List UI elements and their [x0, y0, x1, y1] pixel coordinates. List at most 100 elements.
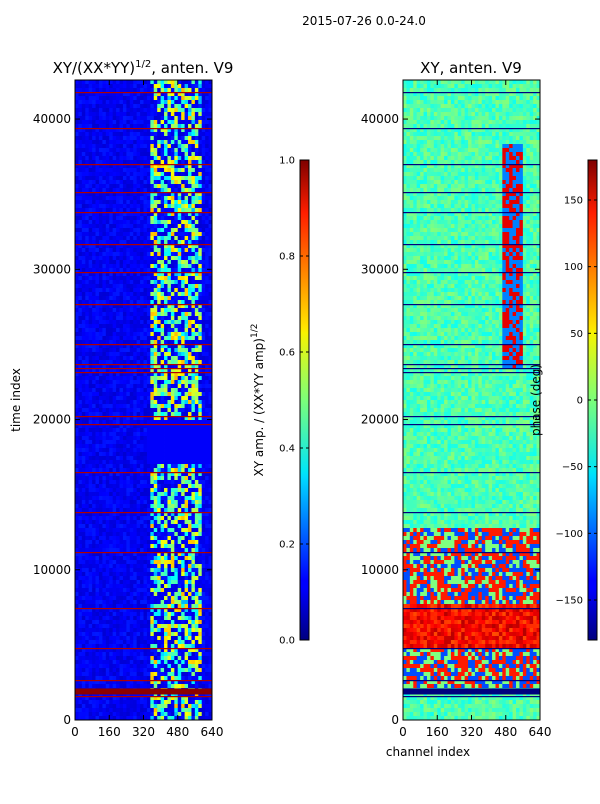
heatmap-cell — [143, 404, 148, 409]
heatmap-cell — [194, 568, 199, 573]
heatmap-cell — [81, 384, 86, 389]
heatmap-cell — [133, 120, 138, 125]
heatmap-cell — [98, 92, 103, 97]
heatmap-cell — [122, 396, 127, 401]
heatmap-cell — [81, 524, 86, 529]
heatmap-cell — [109, 300, 114, 305]
heatmap-cell — [184, 116, 189, 121]
heatmap-cell — [208, 360, 213, 365]
heatmap-cell — [205, 532, 209, 537]
heatmap-cell — [184, 176, 189, 181]
heatmap-cell — [191, 272, 196, 277]
heatmap-cell — [177, 180, 182, 185]
heatmap-cell — [85, 100, 90, 105]
heatmap-cell — [167, 524, 172, 529]
heatmap-cell — [208, 236, 213, 241]
heatmap-cell — [170, 176, 175, 181]
heatmap-cell — [140, 340, 144, 345]
heatmap-cell — [164, 368, 168, 373]
heatmap-cell — [95, 356, 100, 361]
heatmap-cell — [81, 236, 86, 241]
heatmap-cell — [109, 412, 114, 417]
heatmap-cell — [126, 88, 131, 93]
heatmap-cell — [160, 472, 165, 477]
heatmap-cell — [133, 324, 138, 329]
heatmap-cell — [177, 464, 182, 469]
heatmap-cell — [208, 108, 213, 113]
heatmap-cell — [140, 172, 144, 177]
heatmap-cell — [164, 548, 168, 553]
heatmap-cell — [188, 348, 192, 353]
heatmap-cell — [78, 148, 83, 153]
heatmap-cell — [122, 288, 127, 293]
heatmap-cell — [143, 280, 148, 285]
heatmap-cell — [167, 492, 172, 497]
heatmap-cell — [140, 316, 144, 321]
heatmap-cell — [116, 308, 120, 313]
heatmap-cell — [92, 484, 96, 489]
heatmap-cell — [164, 512, 168, 517]
heatmap-cell — [81, 268, 86, 273]
heatmap-cell — [112, 328, 117, 333]
heatmap-cell — [109, 460, 114, 465]
heatmap-cell — [116, 448, 120, 453]
heatmap-cell — [122, 356, 127, 361]
heatmap-cell — [146, 244, 151, 249]
heatmap-cell — [181, 304, 185, 309]
heatmap-cell — [105, 168, 110, 173]
heatmap-cell — [88, 508, 93, 513]
heatmap-cell — [184, 188, 189, 193]
heatmap-cell — [167, 332, 172, 337]
heatmap-cell — [146, 436, 151, 441]
heatmap-cell — [112, 480, 117, 485]
heatmap-cell — [88, 576, 93, 581]
heatmap-cell — [174, 196, 179, 201]
heatmap-cell — [153, 484, 158, 489]
heatmap-cell — [181, 532, 185, 537]
heatmap-cell — [170, 444, 175, 449]
heatmap-cell — [157, 236, 162, 241]
heatmap-cell — [119, 84, 124, 89]
heatmap-cell — [208, 436, 213, 441]
heatmap-cell — [112, 304, 117, 309]
heatmap-cell — [167, 288, 172, 293]
heatmap-cell — [102, 100, 107, 105]
heatmap-cell — [201, 508, 206, 513]
heatmap-cell — [75, 508, 79, 513]
heatmap-cell — [92, 140, 96, 145]
heatmap-cell — [133, 248, 138, 253]
heatmap-cell — [81, 472, 86, 477]
heatmap-cell — [129, 300, 134, 305]
heatmap-cell — [191, 404, 196, 409]
heatmap-cell — [198, 400, 203, 405]
heatmap-cell — [92, 460, 96, 465]
heatmap-cell — [198, 428, 203, 433]
heatmap-cell — [78, 92, 83, 97]
heatmap-cell — [109, 124, 114, 129]
heatmap-cell — [194, 264, 199, 269]
heatmap-cell — [160, 308, 165, 313]
heatmap-cell — [143, 548, 148, 553]
heatmap-cell — [146, 96, 151, 101]
heatmap-cell — [188, 400, 192, 405]
heatmap-cell — [153, 468, 158, 473]
heatmap-cell — [201, 160, 206, 165]
heatmap-cell — [201, 556, 206, 561]
heatmap-cell — [112, 108, 117, 113]
heatmap-cell — [133, 448, 138, 453]
heatmap-cell — [208, 496, 213, 501]
heatmap-cell — [116, 460, 120, 465]
heatmap-cell — [129, 116, 134, 121]
heatmap-cell — [105, 372, 110, 377]
heatmap-cell — [81, 408, 86, 413]
heatmap-cell — [112, 348, 117, 353]
heatmap-cell — [208, 320, 213, 325]
heatmap-cell — [98, 496, 103, 501]
heatmap-cell — [122, 460, 127, 465]
heatmap-cell — [136, 380, 141, 385]
heatmap-cell — [85, 332, 90, 337]
heatmap-cell — [116, 172, 120, 177]
heatmap-cell — [102, 256, 107, 261]
heatmap-cell — [75, 236, 79, 241]
heatmap-cell — [208, 224, 213, 229]
